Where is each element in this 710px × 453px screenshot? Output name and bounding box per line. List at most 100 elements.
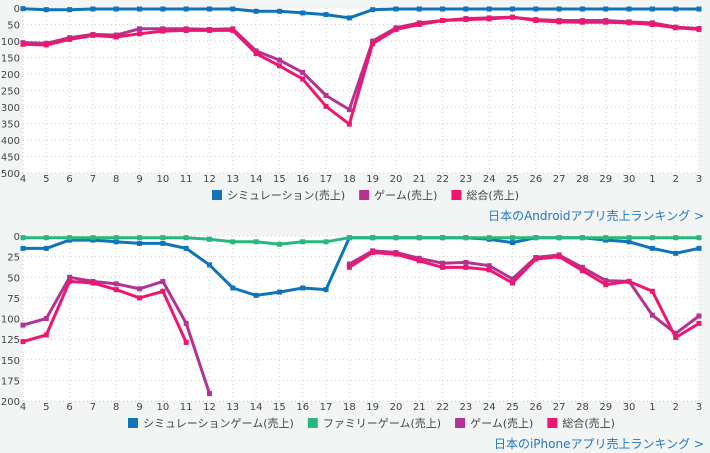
data-point[interactable] [393, 251, 399, 257]
data-point[interactable] [20, 245, 26, 251]
data-point[interactable] [603, 278, 609, 284]
data-point[interactable] [137, 26, 143, 32]
data-point[interactable] [510, 6, 516, 12]
data-point[interactable] [556, 254, 562, 260]
data-point[interactable] [579, 268, 585, 274]
data-point[interactable] [440, 235, 446, 241]
data-point[interactable] [533, 6, 539, 12]
data-point[interactable] [43, 245, 49, 251]
data-point[interactable] [579, 6, 585, 12]
data-point[interactable] [67, 7, 73, 13]
data-point[interactable] [370, 250, 376, 255]
data-point[interactable] [230, 27, 236, 33]
data-point[interactable] [463, 264, 469, 270]
data-point[interactable] [253, 51, 259, 57]
data-point[interactable] [276, 57, 282, 63]
data-point[interactable] [20, 6, 26, 12]
data-point[interactable] [323, 287, 329, 293]
data-point[interactable] [67, 235, 73, 241]
data-point[interactable] [463, 6, 469, 12]
data-point[interactable] [206, 27, 212, 33]
data-point[interactable] [183, 245, 189, 251]
data-point[interactable] [673, 330, 679, 336]
data-point[interactable] [137, 286, 143, 292]
data-point[interactable] [137, 31, 143, 37]
data-point[interactable] [486, 263, 492, 269]
data-point[interactable] [626, 278, 632, 284]
data-point[interactable] [253, 239, 259, 245]
data-point[interactable] [603, 282, 609, 288]
data-point[interactable] [183, 339, 189, 345]
data-point[interactable] [113, 6, 119, 12]
data-point[interactable] [393, 26, 399, 32]
data-point[interactable] [323, 12, 329, 18]
data-point[interactable] [90, 235, 96, 241]
data-point[interactable] [160, 235, 166, 241]
legend-label[interactable]: 総合(売上) [466, 188, 519, 202]
data-point[interactable] [533, 256, 539, 262]
legend-label[interactable]: ファミリーゲーム(売上) [323, 417, 441, 430]
data-point[interactable] [556, 235, 562, 241]
data-point[interactable] [346, 15, 352, 21]
data-point[interactable] [463, 235, 469, 241]
data-point[interactable] [370, 7, 376, 13]
data-point[interactable] [300, 76, 306, 82]
data-point[interactable] [696, 320, 702, 326]
data-point[interactable] [43, 7, 49, 13]
data-point[interactable] [440, 6, 446, 12]
data-point[interactable] [346, 264, 352, 270]
data-point[interactable] [486, 6, 492, 12]
data-point[interactable] [323, 92, 329, 98]
data-point[interactable] [510, 240, 516, 246]
data-point[interactable] [393, 6, 399, 12]
data-point[interactable] [346, 121, 352, 127]
data-point[interactable] [393, 235, 399, 241]
data-point[interactable] [160, 6, 166, 12]
data-point[interactable] [416, 22, 422, 27]
data-point[interactable] [230, 6, 236, 12]
data-point[interactable] [579, 235, 585, 241]
data-point[interactable] [67, 278, 73, 284]
data-point[interactable] [113, 34, 119, 40]
data-point[interactable] [370, 41, 376, 47]
data-point[interactable] [579, 19, 585, 25]
data-point[interactable] [440, 264, 446, 270]
data-point[interactable] [486, 16, 492, 22]
data-point[interactable] [43, 42, 49, 48]
data-point[interactable] [626, 20, 632, 26]
data-point[interactable] [253, 292, 259, 298]
android-ranking-link[interactable]: 日本のAndroidアプリ売上ランキング > [488, 209, 704, 223]
data-point[interactable] [416, 6, 422, 12]
data-point[interactable] [696, 26, 702, 32]
data-point[interactable] [206, 391, 212, 397]
data-point[interactable] [230, 285, 236, 291]
data-point[interactable] [90, 280, 96, 286]
data-point[interactable] [416, 235, 422, 241]
data-point[interactable] [160, 240, 166, 246]
data-point[interactable] [626, 239, 632, 245]
data-point[interactable] [253, 8, 259, 14]
data-point[interactable] [323, 103, 329, 109]
data-point[interactable] [416, 258, 422, 264]
data-point[interactable] [276, 289, 282, 295]
data-point[interactable] [696, 313, 702, 319]
data-point[interactable] [696, 245, 702, 251]
data-point[interactable] [43, 316, 49, 321]
data-point[interactable] [300, 285, 306, 291]
iphone-ranking-link[interactable]: 日本のiPhoneアプリ売上ランキング > [493, 437, 704, 451]
data-point[interactable] [137, 6, 143, 12]
data-point[interactable] [206, 262, 212, 268]
data-point[interactable] [346, 261, 352, 267]
data-point[interactable] [113, 287, 119, 293]
data-point[interactable] [206, 236, 212, 242]
legend-label[interactable]: シミュレーションゲーム(売上) [143, 417, 294, 430]
data-point[interactable] [300, 69, 306, 75]
data-point[interactable] [300, 239, 306, 245]
data-point[interactable] [160, 278, 166, 284]
data-point[interactable] [649, 245, 655, 251]
data-point[interactable] [649, 235, 655, 241]
data-point[interactable] [440, 260, 446, 266]
data-point[interactable] [137, 295, 143, 301]
data-point[interactable] [486, 235, 492, 241]
data-point[interactable] [370, 235, 376, 241]
